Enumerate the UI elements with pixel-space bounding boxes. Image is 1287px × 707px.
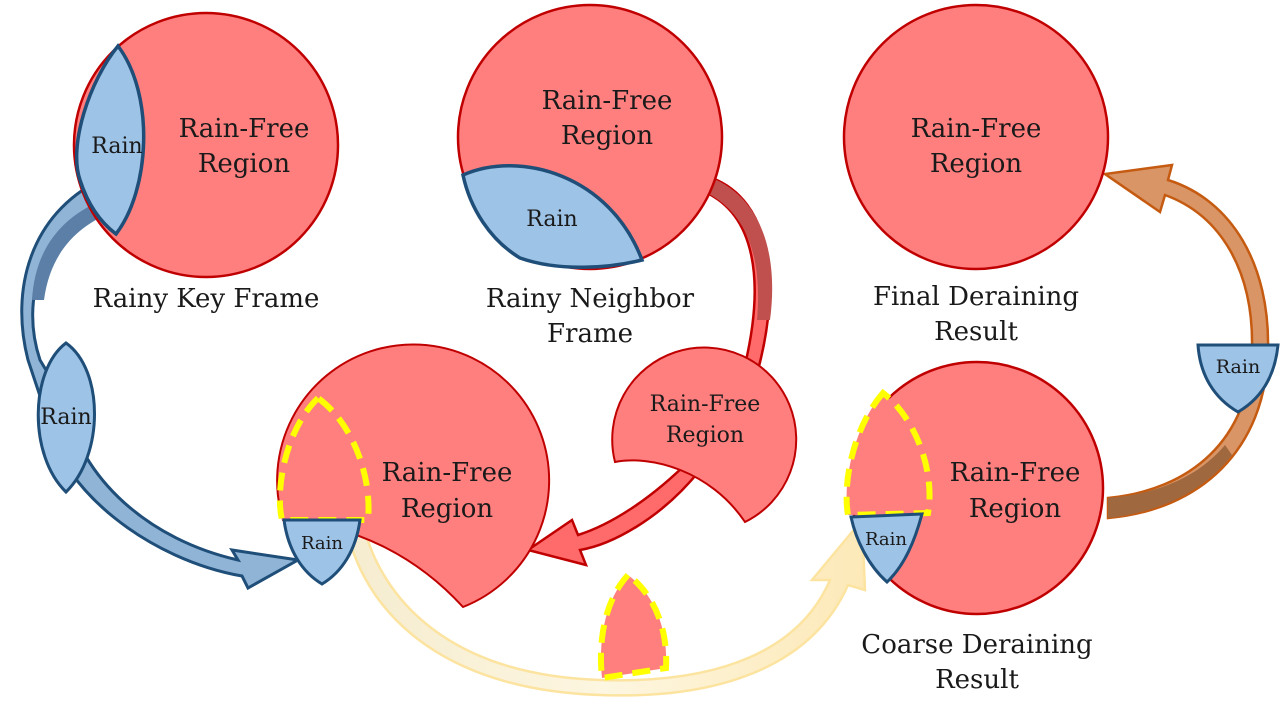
key-frame-rain-region [75,43,146,237]
final-deraining-result: Rain-Free Region Final Deraining Result [842,3,1110,347]
coarse-caption-2: Result [935,665,1019,695]
neighbor-frame-rain-free-label-2: Region [561,121,654,151]
rainy-neighbor-frame: Rain Rain-Free Region Rainy Neighbor Fra… [456,3,724,349]
combined-left-rain-region [282,518,362,586]
neighbor-frame-rain-region [460,164,645,269]
orange-flow-arrow-shade [1108,445,1232,518]
yellow-flow-arrow [343,516,867,697]
coarse-rain-region [849,512,924,585]
moving-rain-left: Rain [36,341,96,495]
coarse-caption-1: Coarse Deraining [861,630,1092,660]
warped-neighbor-label-1: Rain-Free [650,392,761,417]
neighbor-frame-rain-label: Rain [526,207,577,232]
moving-rain-right: Rain [1196,343,1280,414]
moving-rain-left-label: Rain [40,405,91,430]
coarse-rain-free-label-1: Rain-Free [950,458,1081,488]
blue-flow-arrow [20,178,303,591]
coarse-deraining-result: Rain Rain-Free Region Coarse Deraining R… [843,360,1105,695]
final-caption-1: Final Deraining [873,282,1079,312]
key-frame-rain-free-region [72,11,340,279]
moving-rain-right-label: Rain [1216,356,1260,378]
key-frame-rain-free-label-1: Rain-Free [179,114,310,144]
warped-neighbor-region: Rain-Free Region [611,346,798,524]
neighbor-frame-rain-free-label-1: Rain-Free [542,86,673,116]
combined-left-rain-free-label-2: Region [401,494,494,524]
key-frame-rain-label: Rain [91,134,142,159]
final-rain-free-region [842,3,1110,271]
transported-rain-free-piece [597,570,670,682]
coarse-rain-label: Rain [865,529,907,550]
rainy-key-frame: Rain Rain-Free Region Rainy Key Frame [72,11,340,314]
coarse-rain-free-label-2: Region [969,494,1062,524]
key-frame-rain-free-label-2: Region [198,149,291,179]
combined-left-rain-free-label-1: Rain-Free [382,458,513,488]
orange-flow-arrow [1101,163,1270,520]
key-frame-caption: Rainy Key Frame [93,284,320,314]
neighbor-frame-caption-2: Frame [547,319,633,349]
final-caption-2: Result [934,317,1018,347]
final-rain-free-label-1: Rain-Free [911,114,1042,144]
warped-neighbor-label-2: Region [666,423,744,448]
combined-left: Rain Rain-Free Region [276,343,551,609]
combined-left-rain-label: Rain [301,533,343,554]
final-rain-free-label-2: Region [930,149,1023,179]
neighbor-frame-caption-1: Rainy Neighbor [486,284,695,314]
red-flow-arrow-shade [705,178,773,320]
